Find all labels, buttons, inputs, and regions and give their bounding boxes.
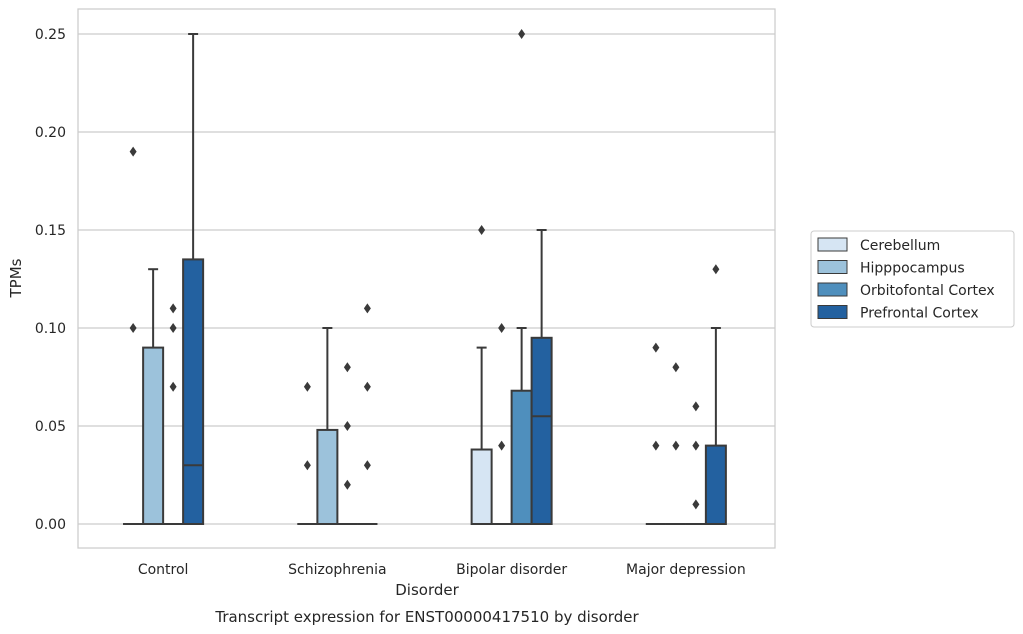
outlier-point <box>129 146 137 157</box>
box-body <box>316 428 339 526</box>
outlier-point <box>363 303 371 314</box>
x-tick-label: Major depression <box>626 562 746 578</box>
box-orbitofontal-cortex <box>337 362 358 525</box>
outlier-point <box>652 342 660 353</box>
x-tick-label: Schizophrenia <box>288 562 386 578</box>
y-tick-label: 0.05 <box>35 419 66 435</box>
legend-label: Orbitofontal Cortex <box>860 283 995 299</box>
outlier-point <box>672 362 680 373</box>
y-axis-label: TPMs <box>7 258 25 298</box>
box-body <box>510 389 533 525</box>
legend-frame <box>810 230 1015 328</box>
legend-label: Cerebellum <box>860 238 940 254</box>
box-cerebellum <box>645 342 666 525</box>
x-axis-label: Disorder <box>395 581 459 599</box>
legend: Cerebellum Hipppocampus Orbitofontal Corte… <box>810 230 1015 328</box>
y-tick-labels: 0.00 0.05 0.10 0.15 0.20 0.25 <box>35 27 66 533</box>
box-body <box>530 336 553 525</box>
outlier-point <box>363 460 371 471</box>
legend-label: Prefrontal Cortex <box>860 306 979 322</box>
legend-swatch <box>817 260 848 274</box>
y-tick-label: 0.15 <box>35 223 66 239</box>
outlier-point <box>169 323 177 333</box>
box-orbitofontal-cortex <box>510 29 533 525</box>
box-body <box>182 258 205 525</box>
outlier-point <box>672 440 680 451</box>
box-prefrontal-cortex <box>182 33 205 525</box>
chart-caption: Transcript expression for ENST0000041751… <box>214 608 639 626</box>
box-prefrontal-cortex <box>357 303 378 525</box>
box-body <box>470 448 493 525</box>
box-body <box>142 346 165 525</box>
y-tick-label: 0.10 <box>35 321 66 337</box>
outlier-point <box>343 421 351 431</box>
outlier-point <box>692 499 700 510</box>
box-cerebellum <box>297 381 318 525</box>
box-orbitofontal-cortex <box>163 303 184 525</box>
outlier-point <box>303 460 311 471</box>
y-tick-label: 0.00 <box>35 517 66 533</box>
outlier-point <box>303 381 311 392</box>
outlier-point <box>363 381 371 392</box>
plot-frame <box>77 8 776 549</box>
x-tick-label: Control <box>138 562 189 578</box>
box-hipppocampus <box>142 268 165 525</box>
outlier-point <box>169 381 177 392</box>
outlier-point <box>712 264 720 275</box>
legend-swatch <box>817 282 848 297</box>
outlier-point <box>129 323 137 333</box>
box-orbitofontal-cortex <box>685 401 706 525</box>
outlier-point <box>343 362 351 373</box>
outlier-point <box>343 479 351 490</box>
outlier-point <box>498 440 506 451</box>
box-cerebellum <box>470 225 493 525</box>
boxes <box>123 29 727 526</box>
outlier-point <box>478 225 486 235</box>
box-hipppocampus <box>316 327 339 526</box>
box-hipppocampus <box>491 323 512 525</box>
outlier-point <box>692 440 700 451</box>
outlier-point <box>498 323 506 333</box>
outlier-point <box>652 440 660 451</box>
y-tick-label: 0.20 <box>35 125 66 141</box>
legend-swatch <box>817 237 848 252</box>
box-cerebellum <box>123 146 144 525</box>
x-tick-label: Bipolar disorder <box>456 562 567 578</box>
x-tick-labels: Control Schizophrenia Bipolar disorder Majo… <box>138 562 746 578</box>
outlier-point <box>518 29 526 39</box>
legend-label: Hipppocampus <box>860 261 965 277</box>
box-hipppocampus <box>665 362 686 525</box>
box-prefrontal-cortex <box>704 264 727 526</box>
box-prefrontal-cortex <box>530 229 553 525</box>
outlier-point <box>169 303 177 314</box>
y-tick-label: 0.25 <box>35 27 66 43</box>
outlier-point <box>692 401 700 412</box>
legend-swatch <box>817 305 848 319</box>
box-body <box>704 444 727 526</box>
